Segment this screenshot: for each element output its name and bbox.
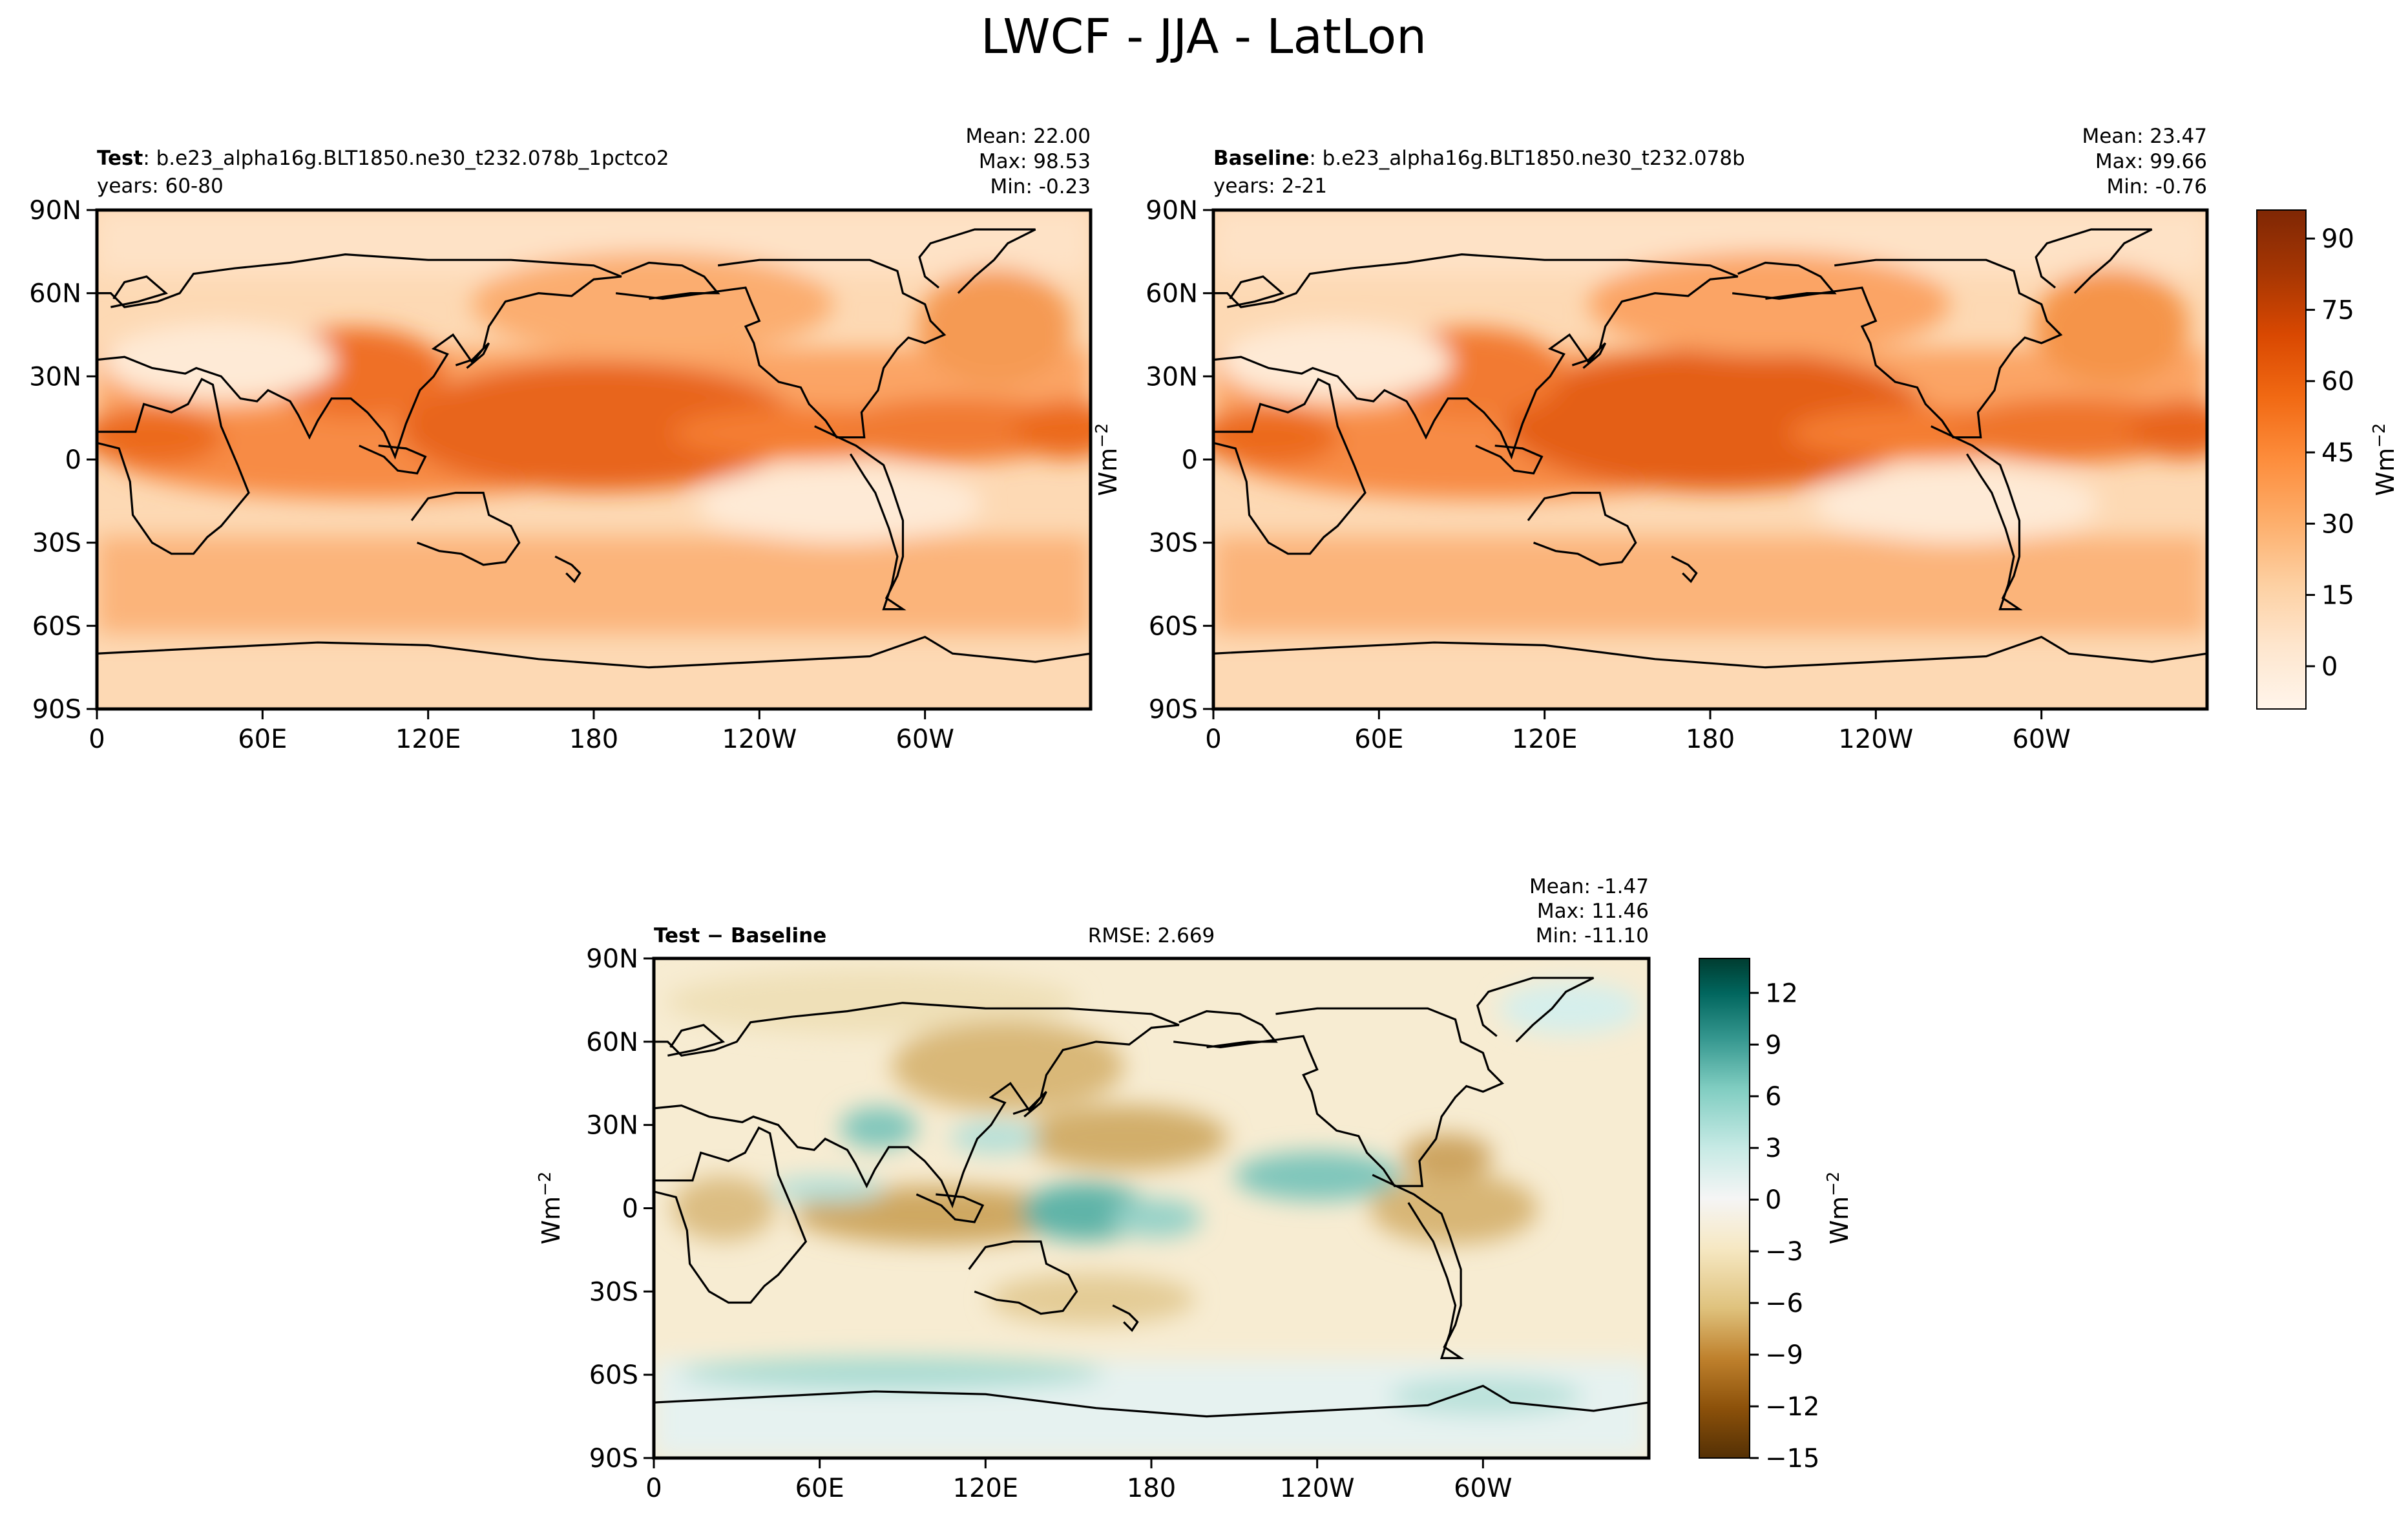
colorbar-oranges-tick-label: 75 — [2321, 295, 2354, 325]
panel-difference-ytick-label: 30S — [589, 1277, 638, 1307]
colorbar-oranges-tick-label: 60 — [2321, 367, 2354, 397]
panel-test-xtick-label: 0 — [89, 724, 105, 754]
panel-difference-ytick-label: 60N — [586, 1028, 638, 1057]
panel-test: Test: b.e23_alpha16g.BLT1850.ne30_t232.0… — [29, 125, 1093, 754]
panel-difference: Test − Baseline RMSE: 2.669 Mean: -1.47 … — [536, 875, 1651, 1503]
panel-baseline-map — [1213, 210, 2207, 709]
panel-baseline-ytick-label: 90N — [1146, 196, 1198, 226]
panel-difference-ytick-label: 60S — [589, 1360, 638, 1390]
colorbar-brbg-tick-label: −3 — [1765, 1237, 1803, 1267]
panel-baseline-label: Baseline: b.e23_alpha16g.BLT1850.ne30_t2… — [1213, 147, 1745, 170]
panel-test-years: years: 60-80 — [97, 174, 224, 198]
colorbar-oranges-ticks: 90 75 60 45 30 15 0 — [2306, 224, 2354, 682]
panel-difference-map — [654, 958, 1649, 1458]
colorbar-brbg-tick-label: −12 — [1765, 1392, 1819, 1422]
colorbar-brbg-tick-label: 6 — [1765, 1082, 1781, 1112]
panel-difference-label: Test − Baseline — [654, 924, 826, 947]
panel-baseline-xtick-label: 60E — [1354, 724, 1403, 754]
colorbar-brbg-tick-label: 12 — [1765, 978, 1798, 1008]
panel-test-ytick-label: 60N — [29, 279, 81, 309]
panel-baseline-xtick-label: 120E — [1512, 724, 1578, 754]
colorbar-oranges-tick-label: 45 — [2321, 438, 2354, 468]
panel-test-label-bold: Test — [97, 147, 143, 170]
panel-baseline-axes: 0 60E 120E 180 120W 60W 90N 60N 30N 0 30S 60S 90S — [1146, 196, 2071, 754]
colorbar-oranges: 90 75 60 45 30 15 0 Wm−2 — [2256, 209, 2400, 710]
panel-baseline-ytick-label: 90S — [1149, 695, 1198, 724]
colorbar-brbg-tick-label: 3 — [1765, 1134, 1781, 1163]
panel-baseline-xtick-label: 180 — [1686, 724, 1735, 754]
panel-baseline-max: Max: 99.66 — [2095, 150, 2207, 173]
panel-baseline-xtick-label: 60W — [2012, 724, 2070, 754]
panel-difference-xtick-label: 120W — [1280, 1474, 1355, 1503]
panel-test-xtick-label: 120E — [395, 724, 461, 754]
colorbar-brbg-tick-label: −15 — [1765, 1444, 1819, 1474]
panel-difference-ylabel: Wm−2 — [536, 1172, 565, 1245]
colorbar-oranges-tick-label: 90 — [2321, 224, 2354, 254]
colorbar-oranges-tick-label: 30 — [2321, 509, 2354, 539]
colorbar-oranges-label: Wm−2 — [2370, 423, 2400, 496]
panel-test-ytick-label: 30S — [32, 529, 81, 558]
colorbar-brbg-tick-label: 9 — [1765, 1030, 1781, 1060]
panel-baseline-xtick-label: 120W — [1838, 724, 1913, 754]
panel-difference-xtick-label: 120E — [953, 1474, 1019, 1503]
panel-test-label-rest: : b.e23_alpha16g.BLT1850.ne30_t232.078b_… — [143, 147, 669, 170]
panel-test-xtick-label: 60E — [238, 724, 287, 754]
panel-baseline-ytick-label: 60S — [1149, 611, 1198, 641]
panel-baseline-label-rest: : b.e23_alpha16g.BLT1850.ne30_t232.078b — [1309, 147, 1744, 170]
panel-test-ytick-label: 60S — [32, 611, 81, 641]
panel-test-xtick-label: 60W — [895, 724, 954, 754]
panel-difference-ytick-label: 30N — [586, 1111, 638, 1141]
colorbar-oranges-tick-label: 15 — [2321, 581, 2354, 611]
panel-test-mean: Mean: 22.00 — [965, 125, 1091, 148]
panel-test-xtick-label: 120W — [722, 724, 797, 754]
panel-difference-xtick-label: 180 — [1127, 1474, 1176, 1503]
colorbar-brbg: 12 9 6 3 0 −3 −6 −9 −12 −15 Wm−2 — [1699, 958, 1854, 1474]
panel-test-ytick-label: 90N — [29, 196, 81, 226]
panel-test-ytick-label: 0 — [65, 445, 81, 475]
panel-difference-rmse: RMSE: 2.669 — [1088, 924, 1215, 947]
panel-difference-max: Max: 11.46 — [1537, 900, 1649, 923]
panel-test-ylabel-exp: −2 — [1093, 423, 1112, 448]
colorbar-brbg-tick-label: 0 — [1765, 1185, 1781, 1215]
panel-test-map — [97, 210, 1091, 709]
panel-baseline-ytick-label: 30N — [1146, 362, 1198, 392]
panel-baseline-label-bold: Baseline — [1213, 147, 1309, 170]
panel-test-min: Min: -0.23 — [990, 175, 1091, 198]
panel-test-label: Test: b.e23_alpha16g.BLT1850.ne30_t232.0… — [97, 147, 669, 170]
panel-difference-xtick-label: 60E — [795, 1474, 844, 1503]
panel-baseline-ytick-label: 0 — [1182, 445, 1198, 475]
panel-baseline-mean: Mean: 23.47 — [2082, 125, 2207, 148]
figure-title: LWCF - JJA - LatLon — [981, 9, 1427, 65]
panel-test-axes: 0 60E 120E 180 120W 60W 90N 60N 30N 0 30S 60S 90S — [29, 196, 954, 754]
colorbar-brbg-tick-label: −9 — [1765, 1340, 1803, 1370]
panel-test-ytick-label: 30N — [29, 362, 81, 392]
panel-difference-xtick-label: 60W — [1454, 1474, 1512, 1503]
panel-baseline-ytick-label: 60N — [1146, 279, 1198, 309]
colorbar-oranges-tick-label: 0 — [2321, 652, 2338, 682]
panel-test-max: Max: 98.53 — [979, 150, 1091, 173]
colorbar-oranges-label-exp: −2 — [2370, 423, 2389, 448]
panel-baseline-xtick-label: 0 — [1205, 724, 1221, 754]
panel-difference-xtick-label: 0 — [645, 1474, 662, 1503]
panel-difference-ytick-label: 90N — [586, 944, 638, 974]
colorbar-brbg-label: Wm−2 — [1824, 1172, 1854, 1245]
panel-baseline-min: Min: -0.76 — [2106, 175, 2207, 198]
panel-baseline-years: years: 2-21 — [1213, 174, 1327, 198]
colorbar-brbg-tick-label: −6 — [1765, 1289, 1803, 1318]
panel-difference-ytick-label: 90S — [589, 1444, 638, 1474]
panel-baseline: Baseline: b.e23_alpha16g.BLT1850.ne30_t2… — [1146, 125, 2209, 754]
panel-test-ylabel: Wm−2 — [1093, 423, 1122, 496]
panel-difference-ytick-label: 0 — [622, 1194, 638, 1224]
colorbar-brbg-ticks: 12 9 6 3 0 −3 −6 −9 −12 −15 — [1750, 978, 1819, 1474]
panel-difference-min: Min: -11.10 — [1536, 924, 1649, 947]
panel-test-xtick-label: 180 — [569, 724, 618, 754]
panel-difference-axes: 0 60E 120E 180 120W 60W 90N 60N 30N 0 30S 60S 90S — [586, 944, 1512, 1503]
panel-baseline-ytick-label: 30S — [1149, 529, 1198, 558]
colorbar-brbg-label-exp: −2 — [1824, 1172, 1843, 1196]
panel-test-ytick-label: 90S — [32, 695, 81, 724]
panel-difference-ylabel-exp: −2 — [536, 1172, 555, 1196]
panel-difference-mean: Mean: -1.47 — [1529, 875, 1649, 898]
